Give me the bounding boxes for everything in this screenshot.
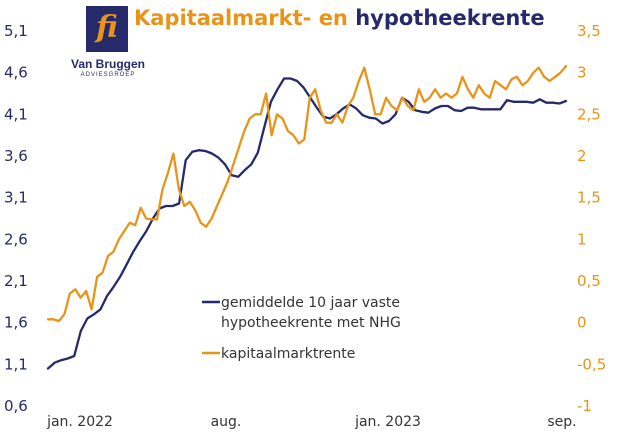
left-tick-label: 5,1 xyxy=(4,22,28,40)
right-tick-label: -0,5 xyxy=(577,355,606,373)
series-kapitaalmarktrente-line xyxy=(46,64,568,323)
x-axis-ticks: jan. 2022 aug. jan. 2023 sep. xyxy=(46,414,577,430)
left-tick-label: 4,1 xyxy=(4,105,28,123)
x-tick-label: sep. xyxy=(547,414,576,430)
chart-title: Kapitaalmarkt- en hypotheekrente xyxy=(134,6,545,30)
left-tick-label: 1,6 xyxy=(4,314,28,332)
left-tick-label: 2,1 xyxy=(4,272,28,290)
right-tick-label: 0 xyxy=(577,314,587,332)
right-axis-ticks: -1 -0,5 0 0,5 1 1,5 2 2,5 3 3,5 xyxy=(577,22,606,415)
left-tick-label: 4,6 xyxy=(4,64,28,82)
legend-label-hypotheekrente-line1: gemiddelde 10 jaar vaste xyxy=(221,295,400,311)
right-tick-label: 1 xyxy=(577,230,587,248)
series-layer xyxy=(46,64,568,370)
x-tick-label: jan. 2022 xyxy=(46,414,113,430)
left-tick-label: 3,1 xyxy=(4,189,28,207)
right-tick-label: 0,5 xyxy=(577,272,601,290)
left-axis-ticks: 0,6 1,1 1,6 2,1 2,6 3,1 3,6 4,1 4,6 5,1 xyxy=(4,22,28,415)
left-tick-label: 3,6 xyxy=(4,147,28,165)
left-tick-label: 2,6 xyxy=(4,230,28,248)
right-tick-label: 3,5 xyxy=(577,22,601,40)
right-tick-label: -1 xyxy=(577,397,592,415)
series-hypotheekrente-line xyxy=(46,77,568,370)
logo-mark-box: fi xyxy=(86,6,128,52)
chart-title-part1: Kapitaalmarkt- en xyxy=(134,6,348,30)
x-tick-label: jan. 2023 xyxy=(354,414,421,430)
right-tick-label: 1,5 xyxy=(577,189,601,207)
legend-label-hypotheekrente-line2: hypotheekrente met NHG xyxy=(221,315,401,331)
legend-label-kapitaalmarktrente: kapitaalmarktrente xyxy=(221,346,355,362)
x-tick-label: aug. xyxy=(211,414,242,430)
chart-title-part2: hypotheekrente xyxy=(355,6,545,30)
right-tick-label: 2 xyxy=(577,147,587,165)
logo-subtitle: ADVIESGROEP xyxy=(80,72,136,78)
right-tick-label: 2,5 xyxy=(577,105,601,123)
logo-mark: fi xyxy=(96,10,118,45)
right-tick-label: 3 xyxy=(577,64,587,82)
van-bruggen-logo: fi Van Bruggen ADVIESGROEP xyxy=(70,6,146,84)
left-tick-label: 0,6 xyxy=(4,397,28,415)
logo-name: Van Bruggen xyxy=(70,57,145,71)
legend: gemiddelde 10 jaar vaste hypotheekrente … xyxy=(202,295,401,362)
left-tick-label: 1,1 xyxy=(4,355,28,373)
